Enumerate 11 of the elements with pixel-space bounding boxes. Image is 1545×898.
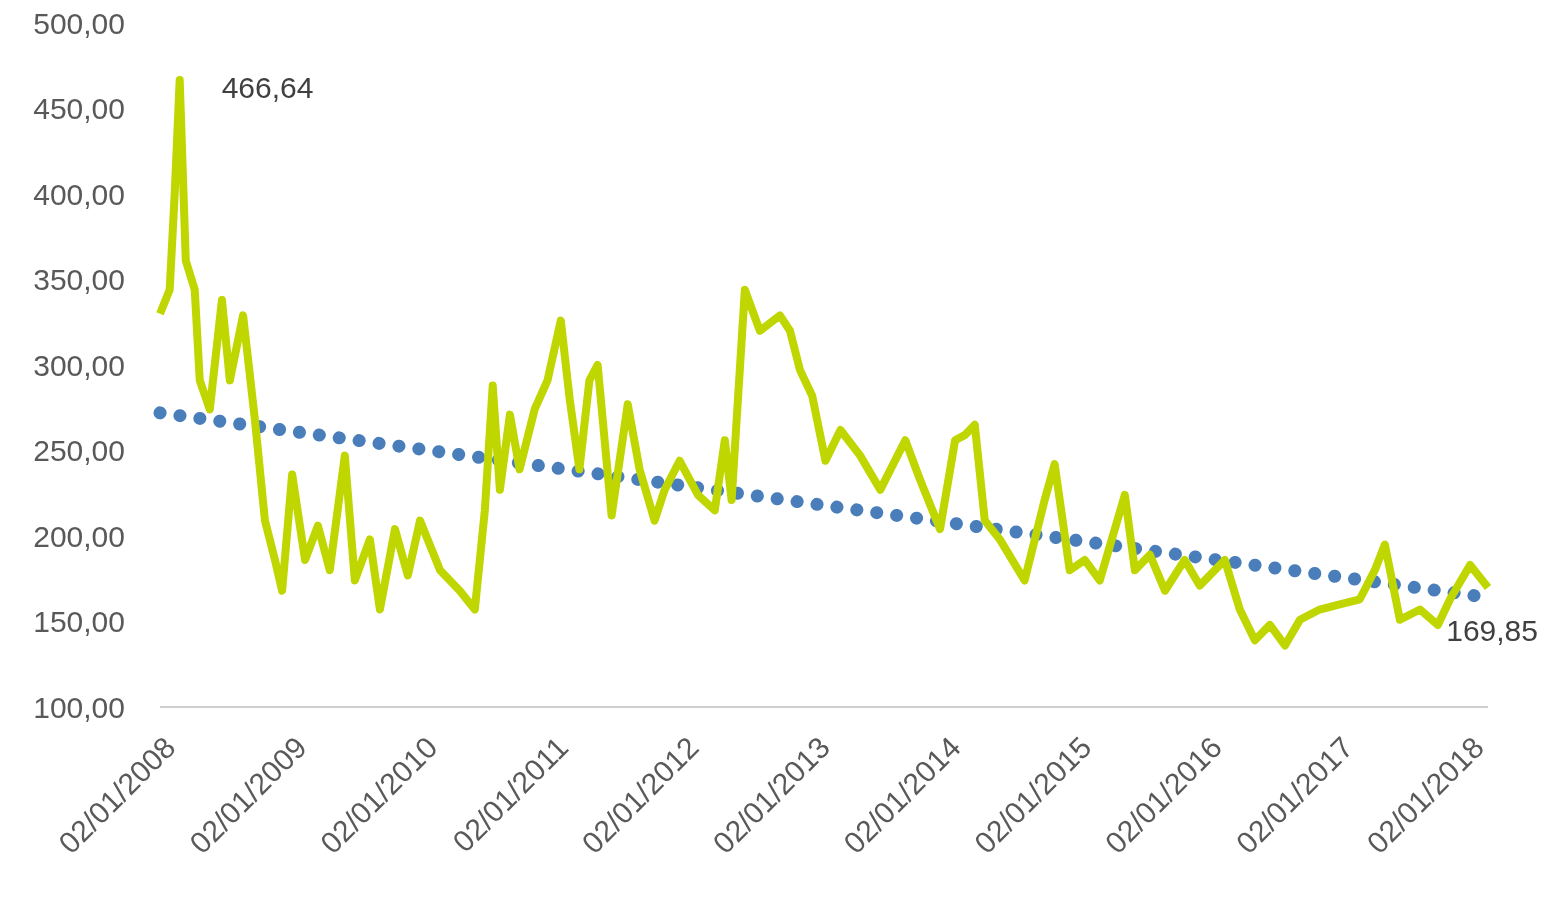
y-tick-label: 300,00 [33, 348, 125, 382]
y-tick-label: 200,00 [33, 519, 125, 553]
y-tick-label: 250,00 [33, 434, 125, 467]
y-tick-label: 450,00 [33, 92, 125, 125]
annotation: 169,85 [1446, 613, 1538, 647]
y-tick-label: 100,00 [33, 690, 125, 724]
y-tick-label: 150,00 [33, 605, 125, 638]
y-tick-label: 350,00 [33, 263, 125, 296]
y-tick-label: 400,00 [33, 177, 125, 211]
annotation: 466,64 [221, 71, 314, 105]
y-tick-label: 500,00 [33, 6, 125, 40]
